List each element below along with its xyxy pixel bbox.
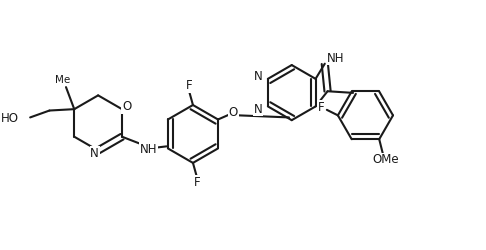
Text: F: F [186,79,192,92]
Text: N: N [90,147,99,160]
Text: NH: NH [327,52,345,65]
Text: N: N [254,70,262,82]
Text: NH: NH [139,142,157,156]
Text: Me: Me [55,75,70,85]
Text: F: F [318,100,325,114]
Text: F: F [194,176,200,189]
Text: OMe: OMe [373,154,399,166]
Text: O: O [228,106,238,119]
Text: O: O [122,100,131,113]
Text: HO: HO [1,112,19,125]
Text: N: N [254,103,262,116]
